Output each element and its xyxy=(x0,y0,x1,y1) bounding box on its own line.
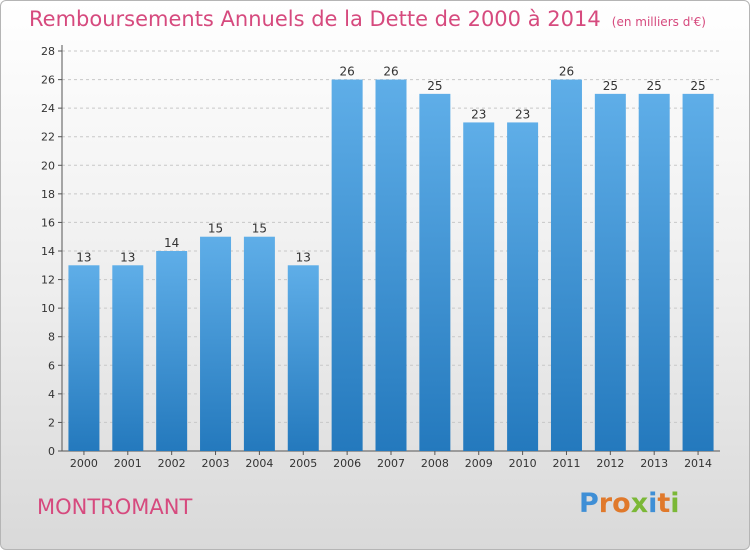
chart-title-area: Remboursements Annuels de la Dette de 20… xyxy=(29,7,706,31)
y-tick-label: 4 xyxy=(48,388,55,401)
y-tick-label: 18 xyxy=(41,188,55,201)
x-tick-label: 2004 xyxy=(245,457,273,470)
x-tick-label: 2012 xyxy=(596,457,624,470)
y-tick-label: 10 xyxy=(41,302,55,315)
logo-letter: P xyxy=(579,488,599,519)
bar-value-label: 15 xyxy=(252,222,267,236)
x-tick-label: 2009 xyxy=(465,457,493,470)
x-tick-label: 2007 xyxy=(377,457,405,470)
bar-2004[interactable] xyxy=(243,236,275,451)
y-tick-label: 14 xyxy=(41,245,55,258)
city-name: MONTROMANT xyxy=(37,495,193,519)
bar-2009[interactable] xyxy=(463,122,495,451)
logo-letter: o xyxy=(612,488,631,519)
bar-2005[interactable] xyxy=(287,265,319,451)
y-tick-label: 8 xyxy=(48,331,55,344)
x-tick-label: 2003 xyxy=(202,457,230,470)
x-tick-label: 2005 xyxy=(289,457,317,470)
chart-subtitle: (en milliers d'€) xyxy=(611,15,706,29)
y-tick-label: 22 xyxy=(41,131,55,144)
bar-value-label: 25 xyxy=(647,79,662,93)
logo-letter: x xyxy=(630,488,649,519)
bar-value-label: 14 xyxy=(164,236,179,250)
bar-2006[interactable] xyxy=(331,79,363,452)
bar-2003[interactable] xyxy=(200,236,232,451)
bar-value-label: 13 xyxy=(76,250,91,264)
bar-2014[interactable] xyxy=(682,93,714,451)
y-tick-label: 6 xyxy=(48,359,55,372)
y-tick-label: 12 xyxy=(41,274,55,287)
y-tick-label: 26 xyxy=(41,74,55,87)
chart-title: Remboursements Annuels de la Dette de 20… xyxy=(29,7,601,31)
bar-value-label: 23 xyxy=(471,107,486,121)
x-tick-label: 2014 xyxy=(684,457,712,470)
bar-2001[interactable] xyxy=(112,265,144,451)
logo-letter: i xyxy=(670,488,680,519)
bar-value-label: 26 xyxy=(383,65,398,79)
logo-letter: t xyxy=(657,488,671,519)
bar-value-label: 26 xyxy=(559,65,574,79)
bar-value-label: 26 xyxy=(339,65,354,79)
x-tick-label: 2011 xyxy=(552,457,580,470)
bar-value-label: 15 xyxy=(208,222,223,236)
x-tick-label: 2001 xyxy=(114,457,142,470)
x-tick-label: 2010 xyxy=(509,457,537,470)
bar-2008[interactable] xyxy=(419,93,451,451)
bar-2007[interactable] xyxy=(375,79,407,452)
bar-value-label: 13 xyxy=(296,250,311,264)
y-tick-label: 20 xyxy=(41,159,55,172)
x-tick-label: 2006 xyxy=(333,457,361,470)
y-tick-label: 28 xyxy=(41,45,55,58)
y-tick-label: 16 xyxy=(41,216,55,229)
x-tick-label: 2002 xyxy=(158,457,186,470)
bar-value-label: 25 xyxy=(690,79,705,93)
y-tick-label: 0 xyxy=(48,445,55,458)
proxiti-logo[interactable]: Proxiti xyxy=(579,488,680,519)
bar-2002[interactable] xyxy=(156,251,188,451)
y-tick-label: 2 xyxy=(48,416,55,429)
bar-2000[interactable] xyxy=(68,265,100,451)
x-tick-label: 2008 xyxy=(421,457,449,470)
x-tick-label: 2013 xyxy=(640,457,668,470)
bar-2011[interactable] xyxy=(550,79,582,452)
logo-letter: i xyxy=(648,488,658,519)
bar-value-label: 13 xyxy=(120,250,135,264)
logo-letter: r xyxy=(598,488,613,519)
bar-2012[interactable] xyxy=(594,93,626,451)
bar-2010[interactable] xyxy=(507,122,539,451)
bar-value-label: 25 xyxy=(603,79,618,93)
bar-value-label: 25 xyxy=(427,79,442,93)
x-tick-label: 2000 xyxy=(70,457,98,470)
bar-2013[interactable] xyxy=(638,93,670,451)
y-tick-label: 24 xyxy=(41,102,55,115)
bar-value-label: 23 xyxy=(515,107,530,121)
